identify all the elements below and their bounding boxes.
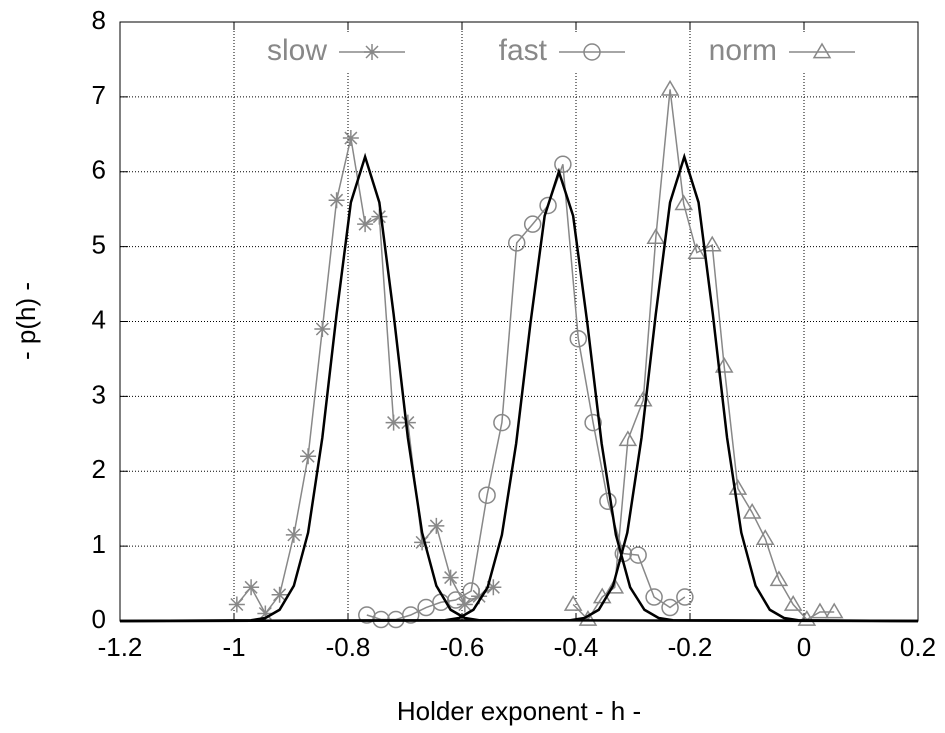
marker [824,602,844,619]
marker [401,606,420,624]
x-tick-label: 0.2 [900,632,936,662]
marker [328,192,345,209]
x-tick-label: -0.4 [554,632,599,662]
y-tick-label: 7 [92,80,106,110]
marker [357,216,374,233]
marker [456,596,473,613]
y-tick-label: 8 [92,5,106,35]
marker [583,43,601,61]
y-tick-label: 2 [92,454,106,484]
marker [271,586,288,603]
marker [629,546,647,564]
marker [399,414,416,431]
marker [364,44,380,60]
marker [674,194,694,211]
marker [428,517,445,534]
x-tick-label: -1.2 [98,632,143,662]
fit-curve [119,152,919,623]
marker [584,413,602,432]
marker [687,243,707,259]
marker [702,235,722,252]
marker [507,234,526,252]
marker [523,215,542,233]
marker [314,320,331,337]
y-tick-label: 1 [92,529,106,559]
marker [442,569,459,586]
marker [755,529,775,545]
marker [599,492,617,510]
marker [783,595,803,611]
x-tick-label: 0 [797,632,811,662]
marker [769,570,789,587]
marker [371,208,388,225]
marker [569,329,588,348]
marker [742,502,762,519]
marker [554,155,572,174]
legend-label: fast [499,34,548,67]
marker [605,577,625,594]
marker [228,596,245,613]
marker [676,588,694,606]
x-tick-label: -1 [222,632,245,662]
data-line [236,137,494,615]
marker [810,602,830,619]
marker [285,526,302,543]
fit-curve [119,152,919,623]
marker [446,591,465,609]
marker [462,582,480,600]
marker [646,228,666,244]
y-tick-label: 0 [92,604,106,634]
marker [257,605,274,622]
y-axis-label: - p(h) - [11,282,41,360]
legend-label: norm [709,34,777,67]
marker [812,42,832,59]
marker [478,486,496,504]
marker [661,598,679,617]
marker [300,448,317,465]
marker [645,588,663,606]
x-tick-label: -0.8 [326,632,371,662]
data-line [366,164,686,621]
fit-curve [119,167,919,623]
marker [414,534,431,551]
marker [243,579,260,596]
y-tick-label: 6 [92,155,106,185]
y-tick-label: 4 [92,304,106,334]
marker [714,356,734,373]
marker [660,79,680,96]
marker [618,430,638,447]
x-axis-label: Holder exponent - h - [397,696,641,726]
legend-label: slow [267,34,327,67]
marker [471,588,488,605]
marker [539,196,557,215]
x-tick-label: -0.6 [440,632,485,662]
marker [342,130,359,147]
marker [485,579,502,596]
marker [563,595,583,611]
y-tick-label: 3 [92,379,106,409]
marker [385,414,402,431]
y-tick-label: 5 [92,230,106,260]
x-tick-label: -0.2 [668,632,713,662]
marker [493,413,511,432]
data-line [572,89,835,621]
